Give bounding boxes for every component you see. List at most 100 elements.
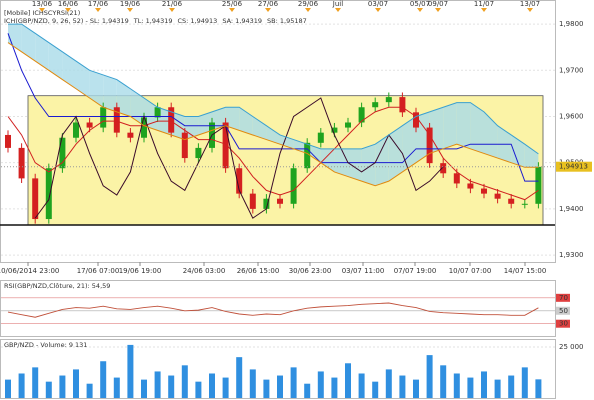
candle-body xyxy=(521,203,528,205)
ichimoku-line xyxy=(8,23,539,155)
candle-body xyxy=(481,188,487,194)
y-tick-label: 1,9300 xyxy=(559,251,584,259)
volume-bar xyxy=(481,371,487,398)
ichimoku-line xyxy=(34,97,444,219)
cloud xyxy=(456,102,471,149)
cloud xyxy=(35,33,49,71)
x-tick-label: 30/06 23:00 xyxy=(289,267,332,275)
volume-bar xyxy=(508,375,515,398)
candle-body xyxy=(494,193,501,199)
volume-bar xyxy=(100,361,107,398)
volume-bar xyxy=(467,377,474,398)
ichimoku-line xyxy=(7,33,539,182)
candle-body xyxy=(236,168,243,194)
panel-title: RSI(GBP/NZD,Clôture, 21): 54,59 xyxy=(4,282,110,290)
candle-body xyxy=(222,122,229,169)
cloud xyxy=(280,134,294,149)
volume-bar xyxy=(494,379,501,398)
candle-body xyxy=(127,132,134,138)
candle-body xyxy=(113,107,120,133)
rsi-panel xyxy=(0,280,556,337)
candle-body xyxy=(263,198,270,209)
candle-body xyxy=(467,183,474,189)
candle-body xyxy=(86,122,93,128)
cloud xyxy=(416,111,430,163)
volume-bar xyxy=(249,369,256,398)
candle-body xyxy=(277,198,283,204)
event-marker xyxy=(335,8,341,12)
legend-entry: SB: 1,95187 xyxy=(267,17,307,25)
volume-bar xyxy=(304,383,311,398)
candle-body xyxy=(304,142,311,169)
cloud xyxy=(484,111,498,159)
price-panel xyxy=(0,0,556,263)
volume-bar xyxy=(181,365,188,398)
cloud xyxy=(184,116,199,140)
x-tick-label: 07/07 19:00 xyxy=(394,267,437,275)
cloud xyxy=(470,102,484,154)
top-date-label: 11/07 xyxy=(474,0,494,8)
level-box xyxy=(556,293,570,302)
volume-bar xyxy=(45,381,52,398)
candle-body xyxy=(317,132,324,143)
volume-bar xyxy=(18,373,25,398)
top-date-label: Juil xyxy=(332,0,343,8)
candle-body xyxy=(413,112,419,128)
cloud xyxy=(375,134,389,186)
candle-body xyxy=(426,127,433,164)
cloud xyxy=(103,74,117,112)
cloud xyxy=(307,144,321,163)
event-marker xyxy=(39,8,45,12)
volume-bar xyxy=(290,367,297,398)
cloud xyxy=(524,144,539,168)
volume-bar xyxy=(277,375,283,398)
last-price-label: 1,94913 xyxy=(559,163,588,171)
volume-bar xyxy=(399,375,406,398)
top-date-label: 16/06 xyxy=(58,0,79,8)
x-tick-label: 26/06 15:00 xyxy=(237,267,280,275)
candle-body xyxy=(345,122,351,128)
candle-body xyxy=(73,122,79,138)
candle-body xyxy=(141,117,147,138)
volume-bar xyxy=(127,344,134,398)
cloud xyxy=(76,61,90,99)
legend-entry: CS: 1,94913 xyxy=(178,17,218,25)
volume-bar xyxy=(453,373,460,398)
volume-bar xyxy=(141,379,147,398)
candle-body xyxy=(440,163,447,174)
event-marker xyxy=(169,8,175,12)
event-marker xyxy=(229,8,235,12)
y-tick-label: 25 000 xyxy=(559,343,584,351)
event-marker xyxy=(95,8,101,12)
chart-title: [Mobile] ICHSCYRSI(21) xyxy=(4,9,80,17)
candle-body xyxy=(385,97,392,103)
top-date-label: 29/06 xyxy=(298,0,319,8)
event-marker xyxy=(305,8,311,12)
volume-bar xyxy=(236,357,243,398)
candle-body xyxy=(195,147,202,159)
ichimoku-line xyxy=(7,42,539,187)
y-tick-label: 1,9600 xyxy=(559,112,584,120)
ichimoku-line xyxy=(7,106,539,201)
top-date-label: 21/06 xyxy=(162,0,183,8)
top-date-label: 05/07 xyxy=(410,0,430,8)
volume-panel xyxy=(0,339,556,399)
x-tick-label: 24/06 03:00 xyxy=(183,267,226,275)
volume-bar xyxy=(154,371,161,398)
candle-body xyxy=(18,147,25,179)
legend-entry: ICH(GBP/NZD, 9, 26, 52) - SL: 1,94319 xyxy=(4,17,129,25)
volume-bar xyxy=(331,377,338,398)
legend-entry: TL: 1,94319 xyxy=(133,17,173,25)
level-box xyxy=(556,319,570,328)
candle-body xyxy=(372,102,379,108)
legend-entry: SA: 1,94319 xyxy=(222,17,262,25)
volume-bar xyxy=(5,379,11,398)
event-marker xyxy=(417,8,423,12)
y-tick-label: 1,9700 xyxy=(559,66,584,74)
volume-bar xyxy=(385,369,392,398)
cloud xyxy=(116,79,131,117)
volume-bar xyxy=(113,377,120,398)
volume-bar xyxy=(168,375,175,398)
candle-body xyxy=(358,107,365,123)
